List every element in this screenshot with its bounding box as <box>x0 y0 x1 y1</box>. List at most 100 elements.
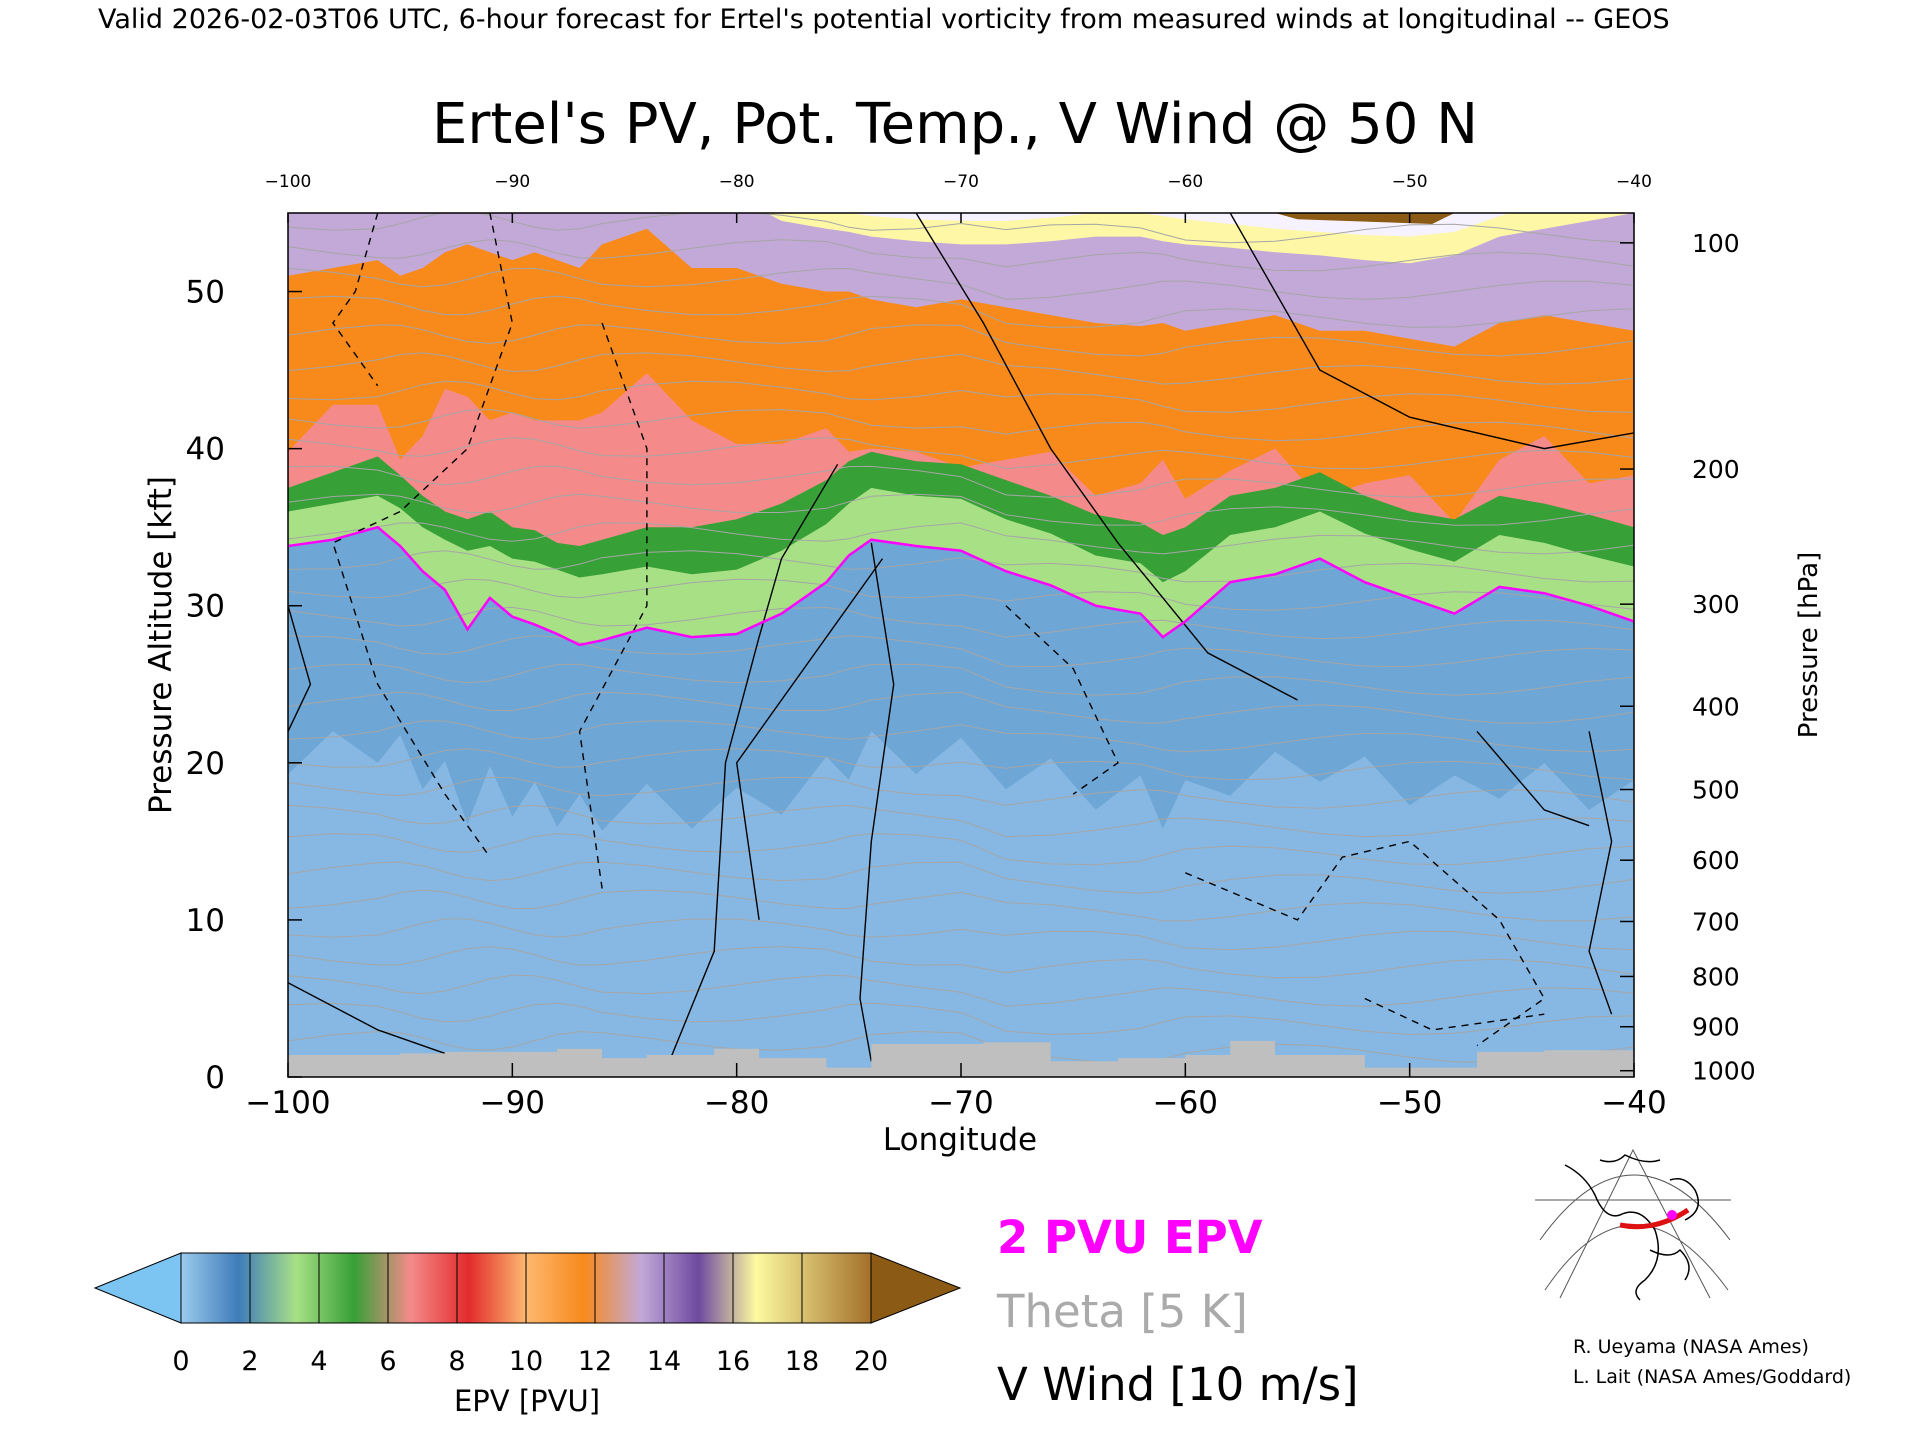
pressure-tick-label: 800 <box>1692 962 1740 991</box>
colorbar-tick-label: 16 <box>716 1346 750 1377</box>
v-wind-contour <box>915 213 1298 701</box>
v-wind-contour <box>859 542 895 1062</box>
y-tick-label: 20 <box>186 746 225 782</box>
x-tick-label-top: −100 <box>265 172 312 192</box>
theta-isentrope <box>288 606 1634 640</box>
x-tick-label: −50 <box>1377 1085 1442 1121</box>
pressure-tick-label: 900 <box>1692 1013 1740 1042</box>
pressure-tick-label: 1000 <box>1692 1057 1756 1086</box>
inset-map-marker <box>1667 1210 1677 1220</box>
x-tick-label-top: −90 <box>494 172 530 192</box>
colorbar-tick-label: 10 <box>509 1346 543 1377</box>
epv-2pvu-contour <box>288 525 1634 647</box>
colorbar-over-triangle <box>870 1252 962 1324</box>
v-wind-contour <box>735 558 884 920</box>
theta-isentrope <box>288 324 1634 357</box>
y-tick-label: 40 <box>186 432 225 468</box>
theta-isentrope <box>288 663 1634 696</box>
x-tick-label-top: −60 <box>1167 172 1203 192</box>
x-tick-label: −60 <box>1153 1085 1218 1121</box>
v-wind-contour <box>1364 997 1545 1031</box>
plot-area <box>288 213 1634 1077</box>
x-axis-label: Longitude <box>883 1122 1037 1158</box>
v-wind-contour <box>332 213 514 858</box>
colorbar-tick-label: 4 <box>310 1346 327 1377</box>
x-tick-label: −80 <box>704 1085 769 1121</box>
theta-isentrope <box>288 974 1634 1007</box>
pressure-tick-label: 400 <box>1692 692 1740 721</box>
inset-map-section-line <box>1619 1207 1690 1230</box>
theta-isentrope <box>288 295 1634 328</box>
colorbar-tick-label: 14 <box>647 1346 681 1377</box>
theta-isentrope <box>288 267 1634 300</box>
y-tick-label: 50 <box>186 275 225 311</box>
x-tick-label-top: −80 <box>719 172 755 192</box>
y-tick-label: 10 <box>186 903 225 939</box>
legend-theta: Theta [5 K] <box>996 1285 1248 1338</box>
pressure-tick-label: 700 <box>1692 907 1740 936</box>
v-wind-contour <box>668 463 839 1062</box>
pressure-tick-label: 200 <box>1692 455 1740 484</box>
x-tick-label-top: −50 <box>1392 172 1428 192</box>
colorbar-under-triangle <box>93 1252 182 1324</box>
theta-isentrope <box>288 380 1634 413</box>
v-wind-contour <box>1229 213 1634 450</box>
x-tick-label: −90 <box>480 1085 545 1121</box>
y-axis-label-right: Pressure [hPa] <box>1794 552 1824 739</box>
theta-isentrope <box>288 1002 1634 1036</box>
colorbar-tick-label: 0 <box>172 1346 189 1377</box>
theta-isentrope <box>288 946 1634 979</box>
theta-isentrope <box>288 918 1634 951</box>
theta-isentrope <box>288 578 1634 611</box>
theta-isentrope <box>288 213 1634 244</box>
theta-isentrope <box>288 833 1634 866</box>
v-wind-contour <box>288 605 312 732</box>
theta-isentrope <box>288 239 1634 272</box>
epv-band-lower-troposphere <box>288 731 1634 1077</box>
y-tick-label: 30 <box>186 589 225 625</box>
theta-isentrope <box>288 748 1634 781</box>
v-wind-contour <box>578 322 648 889</box>
x-tick-label: −70 <box>928 1085 993 1121</box>
y-tick-label: 0 <box>205 1060 225 1096</box>
theta-isentrope <box>288 437 1634 470</box>
x-tick-label-top: −40 <box>1616 172 1652 192</box>
theta-isentrope <box>288 804 1634 838</box>
colorbar-tick-label: 8 <box>448 1346 465 1377</box>
theta-isentrope <box>288 522 1634 555</box>
inset-map-coastlines <box>1564 1154 1700 1301</box>
credit-line-2: L. Lait (NASA Ames/Goddard) <box>1573 1366 1851 1388</box>
theta-isentrope <box>288 493 1634 526</box>
theta-isentrope <box>288 408 1634 442</box>
pressure-tick-label: 100 <box>1692 229 1740 258</box>
v-wind-contour <box>1476 730 1590 827</box>
chart-title: Ertel's PV, Pot. Temp., V Wind @ 50 N <box>432 92 1478 157</box>
x-tick-label: −40 <box>1601 1085 1666 1121</box>
theta-isentrope <box>288 352 1634 385</box>
v-wind-contour <box>1588 731 1613 1015</box>
pressure-tick-label: 600 <box>1692 846 1740 875</box>
inset-map-frame <box>1535 1148 1731 1298</box>
x-tick-label-top: −70 <box>943 172 979 192</box>
pressure-tick-label: 300 <box>1692 590 1740 619</box>
v-wind-contour <box>332 213 379 387</box>
colorbar-tick-label: 12 <box>578 1346 612 1377</box>
theta-isentrope <box>288 635 1634 668</box>
pressure-tick-label: 500 <box>1692 776 1740 805</box>
theta-isentrope <box>288 776 1634 809</box>
theta-isentrope <box>288 550 1634 583</box>
x-tick-label: −100 <box>245 1085 330 1121</box>
colorbar-tick-label: 6 <box>379 1346 396 1377</box>
theta-isentrope <box>288 465 1634 498</box>
theta-isentrope <box>288 889 1634 922</box>
legend-v-wind: V Wind [10 m/s] <box>997 1358 1359 1411</box>
y-axis-label-left: Pressure Altitude [kft] <box>143 476 179 814</box>
theta-isentrope <box>288 1030 1634 1064</box>
colorbar-tick-label: 2 <box>241 1346 258 1377</box>
colorbar: 0 2 4 6 8 10 12 14 16 18 20 <box>93 1252 962 1377</box>
theta-isentrope <box>288 861 1634 894</box>
theta-isentrope <box>288 691 1634 724</box>
colorbar-tick-label: 18 <box>785 1346 819 1377</box>
v-wind-contour <box>1185 840 1546 1047</box>
